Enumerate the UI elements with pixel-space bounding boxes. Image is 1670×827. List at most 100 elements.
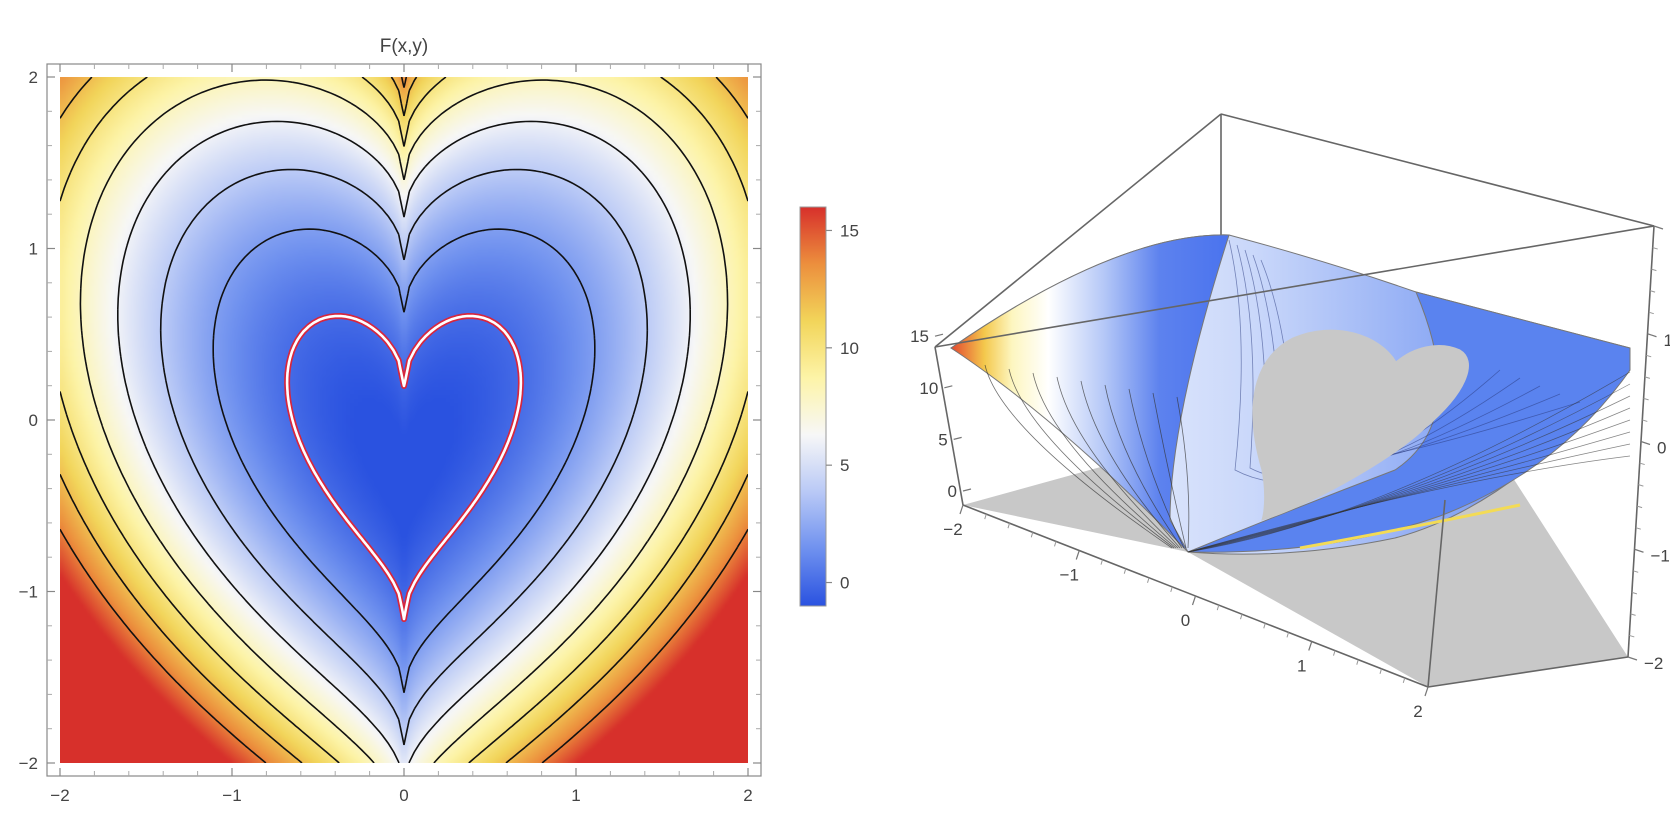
surface-right-sheet bbox=[1187, 291, 1631, 553]
3d-y-tick bbox=[1640, 440, 1651, 446]
surface-right-contour bbox=[1187, 383, 1631, 553]
3d-z-tick-label: 5 bbox=[938, 430, 947, 449]
3d-x-minor-tick bbox=[1379, 668, 1382, 674]
surface-wall-contour bbox=[1008, 368, 1175, 549]
contour-line bbox=[60, 77, 748, 763]
3d-y-minor-tick bbox=[1636, 505, 1643, 509]
surface-wall-contour bbox=[1152, 392, 1187, 549]
3d-x-minor-tick bbox=[1147, 577, 1150, 583]
3d-y-minor-tick bbox=[1644, 376, 1651, 379]
surface-wall-contour bbox=[1056, 376, 1179, 549]
3d-y-tick-label: 1 bbox=[1664, 331, 1670, 350]
colorbar-tick-label: 0 bbox=[840, 574, 849, 593]
3d-y-tick-label: −2 bbox=[1644, 654, 1663, 673]
3d-x-tick bbox=[1308, 641, 1313, 651]
y-tick-label: −2 bbox=[19, 754, 38, 773]
surface-heart-hole bbox=[1252, 329, 1469, 521]
3d-y-minor-tick bbox=[1651, 268, 1657, 272]
3d-z-tick bbox=[934, 333, 944, 337]
surface-wall-contour bbox=[1104, 384, 1183, 549]
y-tick-label: −1 bbox=[19, 583, 38, 602]
plot-ticks: −2 −2 −1 −1 0 0 1 1 2 2 bbox=[19, 64, 761, 805]
3d-z-tick-label: 10 bbox=[919, 379, 938, 398]
contour-line bbox=[159, 168, 649, 746]
3d-y-minor-tick bbox=[1633, 570, 1639, 573]
surface-right-contour bbox=[1187, 431, 1631, 553]
zero-contour-core bbox=[285, 314, 523, 621]
colorbar: 0 5 10 15 bbox=[799, 206, 859, 607]
y-tick-label: 2 bbox=[29, 68, 38, 87]
3d-x-tick-label: 0 bbox=[1181, 611, 1190, 630]
surface-right-contour bbox=[1187, 419, 1631, 553]
contour-image bbox=[60, 77, 748, 763]
colorbar-tick-label: 15 bbox=[840, 221, 859, 240]
surface-right-contour bbox=[1187, 407, 1631, 553]
3d-x-minor-tick bbox=[1054, 541, 1057, 547]
3d-x-minor-tick bbox=[1263, 623, 1266, 629]
3d-y-tick-label: 0 bbox=[1657, 439, 1666, 458]
contour-lines bbox=[60, 77, 748, 763]
surface bbox=[950, 234, 1631, 555]
y-tick-label: 1 bbox=[29, 240, 38, 259]
3d-x-minor-tick bbox=[1170, 586, 1173, 593]
contour-line bbox=[60, 77, 748, 763]
surface-wall-contour bbox=[984, 364, 1173, 549]
surface-right-contour bbox=[1187, 455, 1631, 553]
3d-z-tick bbox=[962, 488, 972, 492]
3d-x-tick-label: −1 bbox=[1060, 566, 1079, 585]
3d-x-minor-tick bbox=[1333, 650, 1336, 656]
3d-y-minor-tick bbox=[1642, 419, 1648, 422]
3d-x-tick-label: −2 bbox=[943, 520, 962, 539]
3d-y-minor-tick bbox=[1629, 634, 1635, 638]
3d-x-tick bbox=[1191, 595, 1197, 606]
colorbar-tick-label: 10 bbox=[840, 339, 859, 358]
surface-left-wall bbox=[950, 234, 1230, 553]
3d-x-tick bbox=[1424, 686, 1429, 697]
3d-x-tick bbox=[1075, 550, 1080, 560]
3d-x-minor-tick bbox=[1216, 604, 1220, 611]
3d-y-minor-tick bbox=[1648, 311, 1654, 315]
surface-right-contour bbox=[1187, 371, 1631, 553]
3d-x-minor-tick bbox=[1240, 614, 1243, 620]
3d-z-tick bbox=[944, 385, 953, 389]
3d-z-tick-label: 15 bbox=[910, 327, 929, 346]
3d-z-tick bbox=[953, 436, 962, 440]
3d-y-minor-tick bbox=[1649, 290, 1656, 293]
3d-y-tick bbox=[1653, 225, 1664, 230]
3d-x-minor-tick bbox=[1356, 659, 1359, 665]
3d-y-tick bbox=[1634, 548, 1644, 553]
surface-heart-contour bbox=[1236, 244, 1521, 479]
surface-wall-contour bbox=[1128, 388, 1185, 549]
contour-plot-title: F(x,y) bbox=[380, 36, 429, 57]
surface-wall-contour bbox=[1032, 372, 1177, 549]
x-tick-label: 1 bbox=[571, 786, 580, 805]
3d-y-minor-tick bbox=[1638, 484, 1644, 487]
colorbar-tick-label: 5 bbox=[840, 456, 849, 475]
3d-y-minor-tick bbox=[1635, 527, 1641, 530]
3d-x-minor-tick bbox=[1402, 677, 1406, 684]
x-tick-label: −1 bbox=[222, 786, 241, 805]
3d-x-minor-tick bbox=[1286, 632, 1289, 638]
colorbar-strip bbox=[799, 206, 827, 607]
surface-yellow-rim bbox=[1299, 503, 1521, 550]
3d-y-tick bbox=[1627, 656, 1638, 661]
x-tick-label: −2 bbox=[50, 786, 69, 805]
3d-x-minor-tick bbox=[1030, 532, 1034, 538]
3d-x-minor-tick bbox=[984, 513, 987, 520]
3d-y-minor-tick bbox=[1643, 397, 1649, 401]
3d-x-tick bbox=[959, 504, 964, 515]
surface-wall-contour bbox=[1176, 396, 1190, 549]
surface-right-contour bbox=[1187, 395, 1631, 553]
3d-x-tick-label: 2 bbox=[1413, 702, 1422, 721]
y-tick-label: 0 bbox=[29, 411, 38, 430]
3d-y-minor-tick bbox=[1646, 354, 1652, 358]
3d-x-minor-tick bbox=[1007, 523, 1010, 529]
x-tick-label: 2 bbox=[743, 786, 752, 805]
x-tick-label: 0 bbox=[399, 786, 408, 805]
3d-y-minor-tick bbox=[1639, 462, 1645, 466]
colorbar-ticks: 0 5 10 15 bbox=[826, 221, 859, 593]
3d-y-minor-tick bbox=[1652, 247, 1658, 250]
